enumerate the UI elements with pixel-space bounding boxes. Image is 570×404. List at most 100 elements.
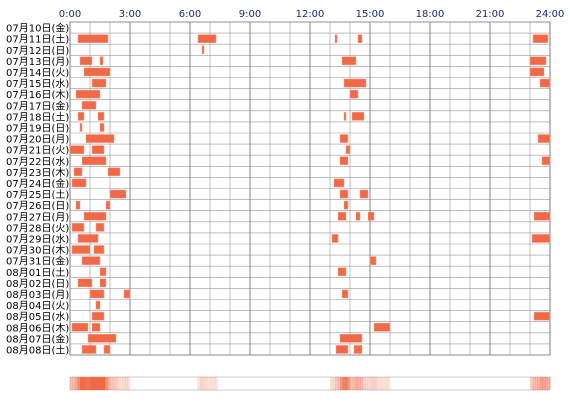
row-label: 08月02日(日) [6,278,69,290]
activity-bar [79,123,83,132]
activity-bar [99,267,107,277]
x-tick-label: 21:00 [476,9,505,20]
row-label: 07月26日(日) [6,200,69,212]
x-tick-label: 3:00 [119,9,141,20]
activity-bar [91,78,107,88]
activity-bar [367,211,375,221]
activity-bar [339,189,349,199]
summary-cell [345,377,348,390]
summary-cell [200,377,203,390]
summary-cell [342,377,346,390]
row-label: 07月12日(日) [6,45,69,57]
summary-cell [547,377,551,390]
row-label: 07月29日(水) [6,233,69,245]
x-tick-label: 9:00 [239,9,261,20]
row-label: 07月17日(金) [6,99,69,112]
summary-cell [112,377,116,390]
activity-bar [355,211,361,221]
summary-cell [542,377,546,390]
row-label: 07月14日(火) [6,67,69,79]
activity-bar [79,56,93,66]
summary-cell [540,377,543,390]
activity-bar [99,123,105,132]
activity-bar [369,256,377,265]
activity-bar [341,56,357,66]
activity-bar [87,334,117,343]
x-tick-label: 24:00 [536,9,565,20]
row-label: 07月15日(水) [6,78,69,90]
activity-bar [95,300,101,310]
summary-cell [332,377,336,390]
activity-bar [75,200,81,210]
summary-cell [120,377,123,390]
activity-bar [95,223,105,232]
activity-bar [345,145,351,154]
row-label: 07月18日(土) [6,110,69,123]
activity-bar [331,234,339,243]
activity-bar [83,67,111,77]
activity-bar [339,134,349,143]
activity-bar [201,45,205,55]
row-label: 07月16日(木) [6,89,69,101]
row-label: 07月20日(月) [6,134,69,146]
activity-bar [69,145,85,154]
activity-bar [77,112,85,121]
row-label: 08月07日(金) [6,332,69,345]
row-label: 08月03日(月) [6,289,69,301]
summary-cell [82,377,86,390]
row-label: 07月31日(金) [6,255,69,268]
summary-cell [385,377,388,390]
summary-cell [387,377,391,390]
activity-bar [81,345,97,354]
activity-bar [97,112,105,121]
row-label: 08月08日(土) [6,343,69,356]
summary-cell [330,377,333,390]
summary-cell [532,377,536,390]
row-label: 07月30日(木) [6,245,69,257]
summary-cell [535,377,538,390]
activity-bar [99,56,104,66]
row-label: 08月04日(火) [6,300,69,312]
summary-cell [347,377,351,390]
activity-bar [81,156,107,166]
summary-cell [367,377,371,390]
summary-cell [92,377,96,390]
summary-strip-bg [69,376,551,391]
activity-bar [99,278,107,288]
activity-bar [73,167,83,177]
activity-bar [334,34,338,43]
summary-cell [335,377,338,390]
summary-cell [85,377,88,390]
row-label: 07月11日(土) [6,33,69,46]
summary-cell [80,377,83,390]
activity-bar [529,56,547,66]
summary-cell [545,377,548,390]
summary-cell [350,377,353,390]
x-tick-label: 12:00 [296,9,325,20]
summary-cell [205,377,208,390]
summary-cell [95,377,98,390]
summary-cell [382,377,386,390]
activity-bar [541,156,551,166]
summary-cell [125,377,128,390]
summary-cell [90,377,93,390]
activity-bar [123,289,131,299]
activity-bar [77,34,109,43]
activity-bar [71,245,91,254]
activity-bar [337,211,347,221]
row-label: 08月06日(木) [6,322,69,334]
activity-bar [75,89,101,99]
summary-cell [72,377,76,390]
activity-bar [343,200,349,210]
activity-bar [373,322,391,332]
summary-cell [537,377,541,390]
activity-bar [85,134,115,143]
summary-cell [210,377,213,390]
row-label: 07月22日(水) [6,156,69,168]
summary-cell [107,377,111,390]
activity-bar [529,67,545,77]
summary-cell [372,377,376,390]
summary-cell [377,377,381,390]
activity-bar [105,200,111,210]
